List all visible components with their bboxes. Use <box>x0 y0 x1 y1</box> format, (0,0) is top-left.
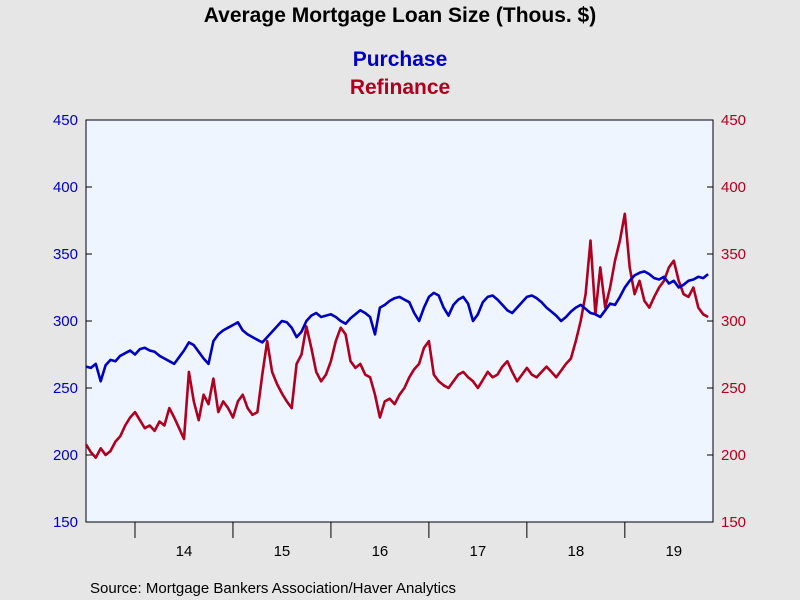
right-tick-label: 150 <box>721 514 746 531</box>
x-tick-label: 14 <box>176 543 193 560</box>
x-tick-label: 19 <box>665 543 682 560</box>
x-tick-label: 18 <box>568 543 585 560</box>
axes: 150 200 250 300 350 400 450 150 200 250 300 350 400 4… <box>53 112 746 560</box>
left-tick-label: 450 <box>53 112 78 129</box>
chart-title: Average Mortgage Loan Size (Thous. $) <box>204 4 596 27</box>
right-tick-label: 450 <box>721 112 746 129</box>
series-lines <box>84 212 709 460</box>
x-tick-label: 16 <box>372 543 389 560</box>
x-tick-label: 17 <box>470 543 487 560</box>
plot-area <box>85 119 714 523</box>
left-tick-label: 350 <box>53 246 78 263</box>
right-tick-label: 250 <box>721 380 746 397</box>
source-note: Source: Mortgage Bankers Association/Hav… <box>90 580 456 597</box>
legend-refinance: Refinance <box>350 76 450 99</box>
left-tick-label: 250 <box>53 380 78 397</box>
left-tick-label: 150 <box>53 514 78 531</box>
x-tick-label: 15 <box>274 543 291 560</box>
right-tick-label: 300 <box>721 313 746 330</box>
series-line-refinance <box>84 212 709 460</box>
left-tick-label: 300 <box>53 313 78 330</box>
right-tick-label: 200 <box>721 447 746 464</box>
left-tick-label: 200 <box>53 447 78 464</box>
legend-purchase: Purchase <box>353 48 448 71</box>
right-tick-label: 400 <box>721 179 746 196</box>
left-tick-label: 400 <box>53 179 78 196</box>
right-tick-label: 350 <box>721 246 746 263</box>
series-line-purchase <box>85 270 709 383</box>
